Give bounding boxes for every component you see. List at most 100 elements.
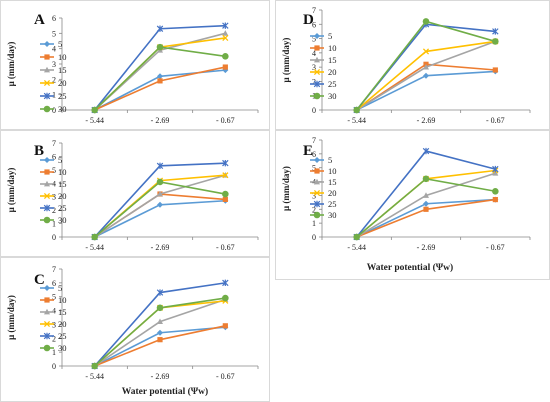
series-5 <box>353 68 499 113</box>
data-point <box>222 190 229 198</box>
legend-label: 20 <box>58 319 67 329</box>
legend-marker <box>44 180 50 187</box>
legend-item-15: 15 <box>40 65 67 75</box>
legend-item-20: 20 <box>40 191 67 201</box>
legend-label: 30 <box>328 91 337 101</box>
x-tick-label: - 0.67 <box>486 243 505 252</box>
y-tick-label: 6 <box>52 279 56 288</box>
data-point <box>222 323 228 329</box>
legend-item-30: 30 <box>310 210 337 220</box>
y-tick-label: 0 <box>52 233 56 242</box>
legend-item-25: 25 <box>40 331 67 341</box>
legend-item-15: 15 <box>40 179 67 189</box>
legend-marker <box>43 105 51 113</box>
data-point <box>157 318 163 325</box>
series-line <box>356 63 496 111</box>
x-tick-label: - 5.44 <box>85 372 104 381</box>
y-tick-label: 4 <box>312 49 316 58</box>
data-point <box>222 159 229 167</box>
y-tick-label: 1 <box>52 348 56 357</box>
legend-item-30: 30 <box>40 104 67 114</box>
legend-item-10: 10 <box>310 43 337 53</box>
data-point <box>91 362 98 370</box>
legend-label: 5 <box>328 155 332 165</box>
series-line <box>94 162 226 238</box>
data-point <box>492 170 499 176</box>
y-tick-label: 7 <box>312 6 316 15</box>
y-tick-label: 0 <box>52 362 56 371</box>
legend-item-5: 5 <box>40 39 62 49</box>
y-axis-label: μ (mm/day) <box>6 42 16 87</box>
data-point <box>423 206 429 212</box>
legend-label: 5 <box>328 31 332 41</box>
legend-item-20: 20 <box>40 319 67 329</box>
legend-marker <box>313 80 321 88</box>
legend-marker <box>314 45 320 51</box>
y-tick-label: 3 <box>52 60 56 69</box>
legend-item-25: 25 <box>40 203 67 213</box>
legend-marker <box>313 200 321 208</box>
y-tick-label: 3 <box>52 320 56 329</box>
legend-label: 20 <box>58 191 67 201</box>
legend-marker <box>44 169 50 175</box>
y-tick-label: 7 <box>52 139 56 148</box>
data-point <box>157 329 163 336</box>
y-tick-label: 0 <box>312 106 316 115</box>
x-tick-label: - 2.69 <box>151 243 170 252</box>
legend-label: 20 <box>328 67 337 77</box>
data-point <box>157 190 163 197</box>
data-point <box>156 304 164 312</box>
legend-marker <box>43 344 51 352</box>
legend-label: 15 <box>58 307 67 317</box>
legend-label: 25 <box>58 331 67 341</box>
legend-label: 10 <box>58 52 67 62</box>
series-line <box>94 181 226 238</box>
y-tick-label: 3 <box>52 193 56 202</box>
legend-marker <box>313 92 321 100</box>
legend-marker <box>43 332 51 340</box>
legend-label: 25 <box>328 79 337 89</box>
y-tick-label: 0 <box>52 106 56 115</box>
data-point <box>157 201 163 208</box>
x-tick-label: - 2.69 <box>417 116 436 125</box>
data-point <box>492 165 499 173</box>
data-point <box>222 64 228 70</box>
data-point <box>222 30 229 36</box>
legend-marker <box>43 204 51 212</box>
panel-label: E <box>303 143 313 159</box>
x-tick-label: - 0.67 <box>216 243 235 252</box>
series-25 <box>91 22 229 114</box>
x-tick-label: - 2.69 <box>151 372 170 381</box>
data-point <box>156 178 164 186</box>
y-tick-label: 6 <box>52 152 56 161</box>
data-point <box>222 279 229 287</box>
legend-item-25: 25 <box>310 199 337 209</box>
y-tick-label: 2 <box>52 206 56 215</box>
y-axis-label: μ (mm/day) <box>6 295 16 340</box>
data-point <box>157 78 163 84</box>
legend-marker <box>44 54 50 60</box>
data-point <box>423 63 429 70</box>
x-tick-label: - 5.44 <box>347 243 366 252</box>
legend-label: 30 <box>328 210 337 220</box>
legend-label: 15 <box>328 177 337 187</box>
series-30 <box>91 43 229 114</box>
legend-label: 5 <box>58 39 62 49</box>
legend-label: 25 <box>58 203 67 213</box>
data-point <box>91 106 98 114</box>
x-tick-label: - 5.44 <box>85 243 104 252</box>
series-30 <box>91 178 229 241</box>
legend-item-15: 15 <box>310 55 337 65</box>
x-tick-label: - 0.67 <box>216 372 235 381</box>
legend-item-25: 25 <box>40 91 67 101</box>
y-tick-label: 6 <box>312 150 316 159</box>
legend-label: 10 <box>58 295 67 305</box>
legend-marker <box>314 157 320 163</box>
legend-marker <box>43 92 51 100</box>
panel-label: A <box>34 12 45 28</box>
data-point <box>222 294 229 302</box>
y-tick-label: 2 <box>52 75 56 84</box>
